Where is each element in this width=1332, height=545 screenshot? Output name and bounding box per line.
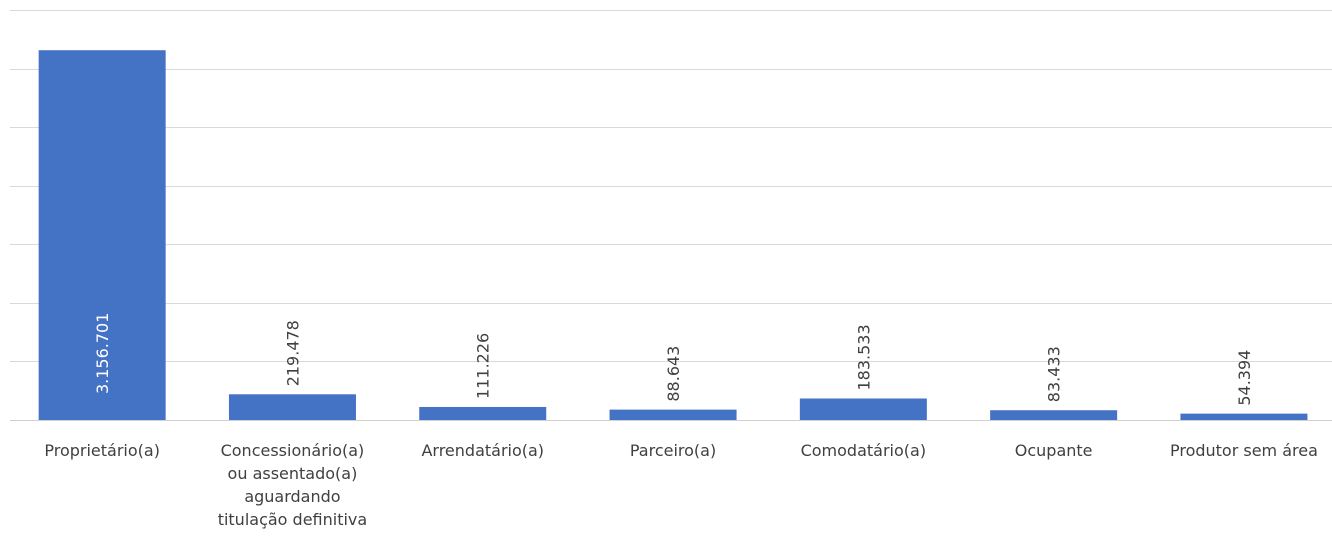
bars <box>38 50 1308 420</box>
bar <box>1180 413 1308 420</box>
category-label: Ocupante <box>1015 441 1093 460</box>
category-label-line: Parceiro(a) <box>630 441 716 460</box>
data-label: 54.394 <box>1235 350 1254 406</box>
category-label: Arrendatário(a) <box>421 441 544 460</box>
category-label-line: Comodatário(a) <box>801 441 926 460</box>
category-label: Proprietário(a) <box>44 441 160 460</box>
category-label-line: titulação definitiva <box>218 510 368 529</box>
bar <box>799 398 927 420</box>
category-label-line: Concessionário(a) <box>221 441 365 460</box>
category-labels: Proprietário(a) Concessionário(a) ou assen… <box>44 441 1318 529</box>
category-label-line: Proprietário(a) <box>44 441 160 460</box>
category-label-line: aguardando <box>244 487 340 506</box>
bar <box>990 410 1118 420</box>
data-labels: 3.156.701 219.478 111.226 88.643 183.533 83.4… <box>93 313 1254 406</box>
data-label: 183.533 <box>854 324 873 390</box>
bar <box>228 394 356 420</box>
category-label-line: Arrendatário(a) <box>421 441 544 460</box>
bar <box>38 50 166 420</box>
category-label: Concessionário(a) ou assentado(a) aguardan… <box>218 441 368 529</box>
category-label-line: Ocupante <box>1015 441 1093 460</box>
category-label: Parceiro(a) <box>630 441 716 460</box>
category-label: Produtor sem área <box>1170 441 1318 460</box>
category-label: Comodatário(a) <box>801 441 926 460</box>
data-label: 111.226 <box>474 333 493 399</box>
category-label-line: ou assentado(a) <box>228 464 358 483</box>
category-label-line: Produtor sem área <box>1170 441 1318 460</box>
bar <box>609 409 737 420</box>
data-label: 219.478 <box>283 320 302 386</box>
data-label: 3.156.701 <box>93 313 112 394</box>
data-label: 83.433 <box>1045 346 1064 402</box>
bar <box>419 406 547 420</box>
gridlines <box>10 10 1332 362</box>
data-label: 88.643 <box>664 346 683 402</box>
